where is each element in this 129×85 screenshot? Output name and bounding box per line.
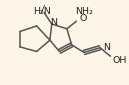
Text: N: N xyxy=(50,18,57,27)
Text: OH: OH xyxy=(112,56,127,65)
Text: /: / xyxy=(41,5,44,15)
Text: O: O xyxy=(79,14,87,23)
Text: N: N xyxy=(103,43,110,52)
Text: H₂N: H₂N xyxy=(33,7,51,16)
Text: NH₂: NH₂ xyxy=(75,7,93,16)
